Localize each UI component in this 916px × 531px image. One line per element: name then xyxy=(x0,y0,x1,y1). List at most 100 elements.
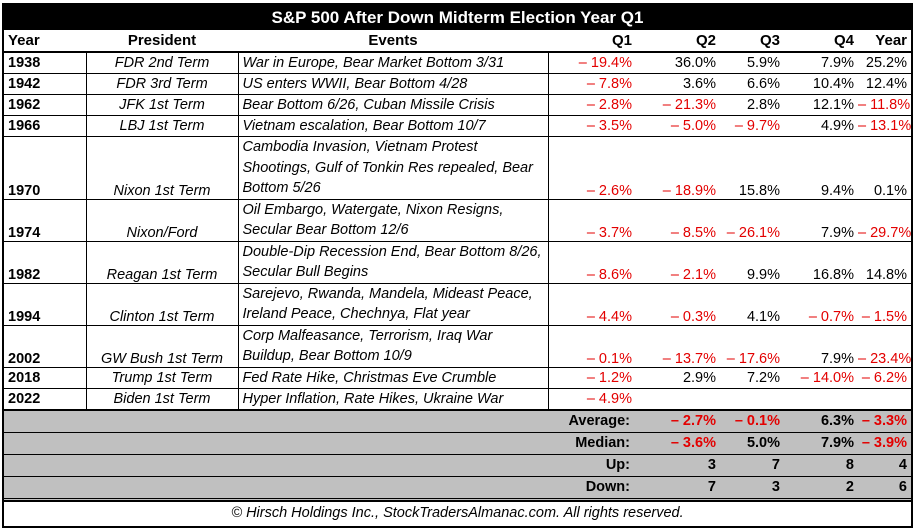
year-total-cell: – 11.8% xyxy=(858,94,911,116)
q2-cell: 3.6% xyxy=(636,73,720,95)
q2-cell: – 2.1% xyxy=(636,241,720,284)
q4-cell: 7.9% xyxy=(784,52,858,74)
year-cell: 2002 xyxy=(4,325,87,368)
q2-cell: – 18.9% xyxy=(636,136,720,200)
stats-q4-value: 4 xyxy=(858,454,911,477)
stats-label: Down: xyxy=(4,476,636,499)
stats-q3-value: 6.3% xyxy=(784,409,858,433)
year-total-cell: 25.2% xyxy=(858,52,911,74)
table-row: 1942 FDR 3rd Term US enters WWII, Bear Bot… xyxy=(4,73,911,95)
q1-cell: – 7.8% xyxy=(548,73,636,95)
table-title: S&P 500 After Down Midterm Election Year… xyxy=(4,5,911,30)
q3-cell: 6.6% xyxy=(720,73,784,95)
president-cell: Nixon 1st Term xyxy=(86,136,239,200)
year-total-cell: 14.8% xyxy=(858,241,911,284)
col-header-q3: Q3 xyxy=(720,30,784,53)
stats-q4-value: – 3.9% xyxy=(858,432,911,455)
president-cell: FDR 3rd Term xyxy=(86,73,239,95)
events-cell: Hyper Inflation, Rate Hikes, Ukraine War xyxy=(238,388,549,410)
q2-cell xyxy=(636,388,720,410)
q2-cell: 2.9% xyxy=(636,367,720,389)
events-cell: US enters WWII, Bear Bottom 4/28 xyxy=(238,73,549,95)
q3-cell: 2.8% xyxy=(720,94,784,116)
year-cell: 1962 xyxy=(4,94,87,116)
q1-cell: – 19.4% xyxy=(548,52,636,74)
year-total-cell: – 29.7% xyxy=(858,199,911,242)
q4-cell: 7.9% xyxy=(784,325,858,368)
stats-q2-value: – 0.1% xyxy=(720,409,784,433)
table-row: 1938 FDR 2nd Term War in Europe, Bear Mark… xyxy=(4,52,911,74)
q4-cell: 7.9% xyxy=(784,199,858,242)
year-total-cell: – 23.4% xyxy=(858,325,911,368)
q3-cell: 5.9% xyxy=(720,52,784,74)
col-header-q1: Q1 xyxy=(548,30,636,53)
president-cell: Nixon/Ford xyxy=(86,199,239,242)
table-row: 2022 Biden 1st Term Hyper Inflation, Rate … xyxy=(4,388,911,410)
year-cell: 2018 xyxy=(4,367,87,389)
q1-cell: – 2.8% xyxy=(548,94,636,116)
table-row: 1962 JFK 1st Term Bear Bottom 6/26, Cuban … xyxy=(4,94,911,116)
stats-row: Average: – 2.7% – 0.1% 6.3% – 3.3% xyxy=(4,409,911,433)
year-cell: 1938 xyxy=(4,52,87,74)
president-cell: GW Bush 1st Term xyxy=(86,325,239,368)
q1-cell: – 4.9% xyxy=(548,388,636,410)
year-cell: 1974 xyxy=(4,199,87,242)
year-cell: 1942 xyxy=(4,73,87,95)
q2-cell: – 8.5% xyxy=(636,199,720,242)
q1-cell: – 1.2% xyxy=(548,367,636,389)
year-cell: 1970 xyxy=(4,136,87,200)
q4-cell: 9.4% xyxy=(784,136,858,200)
q2-cell: – 13.7% xyxy=(636,325,720,368)
table-row: 1966 LBJ 1st Term Vietnam escalation, Bear… xyxy=(4,115,911,137)
events-cell: Corp Malfeasance, Terrorism, Iraq War Bu… xyxy=(238,325,549,368)
q2-cell: – 0.3% xyxy=(636,283,720,326)
stats-q3-value: 7.9% xyxy=(784,432,858,455)
stats-q3-value: 2 xyxy=(784,476,858,499)
stats-q1-value: – 2.7% xyxy=(636,409,720,433)
events-cell: Oil Embargo, Watergate, Nixon Resigns, S… xyxy=(238,199,549,242)
q4-cell: – 0.7% xyxy=(784,283,858,326)
table-row: 1974 Nixon/Ford Oil Embargo, Watergate, Ni… xyxy=(4,199,911,242)
events-cell: Cambodia Invasion, Vietnam Protest Shoot… xyxy=(238,136,549,200)
col-header-year: Year xyxy=(4,30,86,53)
year-total-cell: 0.1% xyxy=(858,136,911,200)
events-cell: Vietnam escalation, Bear Bottom 10/7 xyxy=(238,115,549,137)
stats-row: Median: – 3.6% 5.0% 7.9% – 3.9% xyxy=(4,432,911,455)
events-cell: Double-Dip Recession End, Bear Bottom 8/… xyxy=(238,241,549,284)
stats-q2-value: 3 xyxy=(720,476,784,499)
q1-cell: – 4.4% xyxy=(548,283,636,326)
q1-cell: – 3.7% xyxy=(548,199,636,242)
q2-cell: – 21.3% xyxy=(636,94,720,116)
president-cell: JFK 1st Term xyxy=(86,94,239,116)
col-header-events: Events xyxy=(238,30,548,53)
stats-row: Down: 7 3 2 6 xyxy=(4,476,911,499)
year-total-cell xyxy=(858,388,911,410)
events-cell: Sarejevo, Rwanda, Mandela, Mideast Peace… xyxy=(238,283,549,326)
stats-q1-value: 7 xyxy=(636,476,720,499)
stats-label: Up: xyxy=(4,454,636,477)
president-cell: Trump 1st Term xyxy=(86,367,239,389)
q3-cell: – 26.1% xyxy=(720,199,784,242)
year-cell: 1982 xyxy=(4,241,87,284)
president-cell: Clinton 1st Term xyxy=(86,283,239,326)
q4-cell: 4.9% xyxy=(784,115,858,137)
table-row: 2018 Trump 1st Term Fed Rate Hike, Christm… xyxy=(4,367,911,389)
year-cell: 2022 xyxy=(4,388,87,410)
table-row: 2002 GW Bush 1st Term Corp Malfeasance, Te… xyxy=(4,325,911,368)
col-header-q4: Q4 xyxy=(784,30,858,53)
q4-cell: 12.1% xyxy=(784,94,858,116)
stats-q2-value: 7 xyxy=(720,454,784,477)
q3-cell xyxy=(720,388,784,410)
performance-table: Year President Events Q1 Q2 Q3 Q4 Year 1… xyxy=(4,30,911,521)
stats-label: Average: xyxy=(4,409,636,433)
president-cell: Biden 1st Term xyxy=(86,388,239,410)
performance-table-sheet: S&P 500 After Down Midterm Election Year… xyxy=(2,3,913,528)
year-total-cell: – 13.1% xyxy=(858,115,911,137)
stats-q4-value: – 3.3% xyxy=(858,409,911,433)
q4-cell: 10.4% xyxy=(784,73,858,95)
events-cell: Fed Rate Hike, Christmas Eve Crumble xyxy=(238,367,549,389)
header-row: Year President Events Q1 Q2 Q3 Q4 Year xyxy=(4,30,911,53)
data-rows: 1938 FDR 2nd Term War in Europe, Bear Mark… xyxy=(4,52,911,410)
q1-cell: – 0.1% xyxy=(548,325,636,368)
q3-cell: 7.2% xyxy=(720,367,784,389)
